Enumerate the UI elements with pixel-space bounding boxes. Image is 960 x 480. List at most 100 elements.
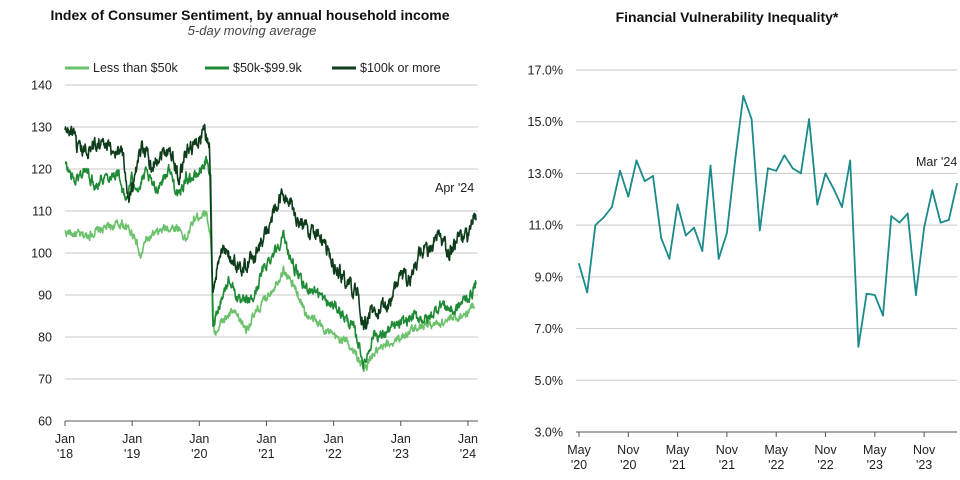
vulnerability-x-tick-label: '22: [768, 458, 784, 472]
sentiment-series: [64, 123, 477, 373]
vulnerability-x-tick-label: Nov: [716, 443, 739, 457]
vulnerability-point: [841, 206, 843, 208]
vulnerability-annotation: Mar '24: [916, 155, 957, 169]
vulnerability-series: [578, 95, 958, 348]
vulnerability-point: [857, 345, 860, 348]
sentiment-annotation: Apr '24: [435, 181, 474, 195]
sentiment-y-tick-label: 130: [31, 121, 52, 135]
vulnerability-x-tick-label: May: [863, 443, 887, 457]
vulnerability-point: [915, 294, 917, 296]
vulnerability-point: [816, 203, 819, 206]
sentiment-x-tick-label: '21: [258, 447, 274, 461]
vulnerability-point: [660, 237, 663, 240]
vulnerability-point: [767, 167, 769, 170]
sentiment-y-tick-label: 110: [32, 205, 52, 219]
sentiment-y-tick-label: 100: [31, 247, 52, 261]
vulnerability-point: [791, 167, 794, 170]
sentiment-x-tick-label: '20: [191, 447, 207, 461]
vulnerability-x-tick-label: '20: [620, 458, 636, 472]
sentiment-chart-subtitle: 5-day moving average: [188, 23, 317, 38]
sentiment-x-tick-label: Jan: [189, 432, 209, 446]
vulnerability-point: [898, 221, 901, 224]
vulnerability-x-tick-label: '21: [669, 458, 685, 472]
legend-label-high: $100k or more: [360, 61, 441, 75]
vulnerability-y-tick-label: 15.0%: [528, 115, 563, 129]
vulnerability-point: [832, 188, 835, 190]
sentiment-legend: Less than $50k $50k-$99.9k $100k or more: [65, 61, 441, 75]
vulnerability-x-tick-label: Nov: [913, 443, 936, 457]
series-100k-plus-line: [64, 123, 477, 331]
vulnerability-x-tick-label: May: [764, 443, 788, 457]
sentiment-x-tick-label: Jan: [391, 432, 411, 446]
vulnerability-y-tick-label: 3.0%: [535, 426, 564, 440]
vulnerability-point: [586, 291, 589, 294]
vulnerability-point: [947, 219, 950, 221]
sentiment-y-tick-label: 90: [38, 289, 52, 303]
vulnerability-point: [939, 221, 942, 224]
vulnerability-point: [824, 172, 827, 175]
vulnerability-point: [800, 172, 802, 175]
vulnerability-y-tick-label: 7.0%: [535, 322, 564, 336]
vulnerability-point: [873, 294, 876, 296]
vulnerability-point: [709, 164, 712, 167]
vulnerability-point: [956, 182, 958, 185]
sentiment-x-tick-label: '18: [57, 447, 73, 461]
vulnerability-y-tick-label: 13.0%: [528, 167, 563, 181]
sentiment-x-tick-label: Jan: [324, 432, 344, 446]
sentiment-x-ticks: Jan'18Jan'19Jan'20Jan'21Jan'22Jan'23Jan'…: [55, 421, 478, 461]
vulnerability-point: [693, 226, 695, 229]
vulnerability-x-tick-label: '23: [916, 458, 932, 472]
sentiment-chart-title: Index of Consumer Sentiment, by annual h…: [50, 7, 449, 23]
sentiment-x-tick-label: '23: [393, 447, 409, 461]
vulnerability-x-ticks: May'20Nov'20May'21Nov'21May'22Nov'22May'…: [567, 432, 936, 472]
vulnerability-y-ticks: 3.0% 5.0% 7.0% 9.0% 11.0% 13.0% 15.0% 17.0%: [528, 64, 563, 440]
legend-label-mid: $50k-$99.9k: [233, 61, 303, 75]
vulnerability-point: [643, 180, 646, 183]
vulnerability-point: [701, 250, 704, 252]
sentiment-y-tick-label: 120: [31, 163, 52, 177]
vulnerability-point: [676, 203, 679, 206]
vulnerability-point: [652, 175, 654, 177]
vulnerability-x-tick-label: '21: [719, 458, 735, 472]
sentiment-y-tick-label: 140: [31, 79, 52, 93]
legend-label-low: Less than $50k: [93, 61, 179, 75]
vulnerability-point: [906, 212, 909, 215]
sentiment-x-tick-label: Jan: [55, 432, 75, 446]
vulnerability-point: [635, 159, 638, 162]
vulnerability-point: [602, 216, 605, 219]
vulnerability-x-tick-label: '23: [867, 458, 883, 472]
vulnerability-x-tick-label: '22: [817, 458, 833, 472]
vulnerability-point: [684, 234, 687, 237]
vulnerability-x-tick-label: May: [666, 443, 690, 457]
vulnerability-y-tick-label: 11.0%: [528, 219, 563, 233]
vulnerability-point: [882, 314, 884, 317]
vulnerability-chart-title: Financial Vulnerability Inequality*: [616, 9, 839, 25]
vulnerability-point: [578, 263, 580, 265]
vulnerability-y-tick-label: 9.0%: [535, 270, 564, 284]
vulnerability-x-tick-label: May: [567, 443, 591, 457]
vulnerability-point: [668, 257, 671, 260]
vulnerability-line: [578, 95, 958, 348]
vulnerability-y-tick-label: 17.0%: [528, 64, 563, 78]
vulnerability-point: [594, 224, 597, 227]
sentiment-gridlines: [65, 84, 478, 422]
vulnerability-point: [726, 232, 728, 234]
vulnerability-point: [758, 229, 761, 232]
sentiment-x-tick-label: '24: [460, 447, 476, 461]
vulnerability-point: [849, 159, 852, 162]
sentiment-x-tick-label: Jan: [458, 432, 478, 446]
sentiment-y-tick-label: 60: [38, 415, 52, 429]
vulnerability-point: [750, 118, 753, 120]
vulnerability-point: [808, 118, 810, 120]
series-less-than-50k-line: [64, 209, 476, 373]
vulnerability-point: [931, 189, 934, 192]
vulnerability-point: [627, 195, 630, 198]
vulnerability-point: [775, 169, 778, 172]
sentiment-x-tick-label: Jan: [122, 432, 142, 446]
vulnerability-x-tick-label: Nov: [814, 443, 837, 457]
sentiment-x-tick-label: '22: [325, 447, 341, 461]
vulnerability-point: [611, 206, 613, 208]
vulnerability-point: [742, 95, 745, 97]
vulnerability-point: [783, 154, 786, 157]
